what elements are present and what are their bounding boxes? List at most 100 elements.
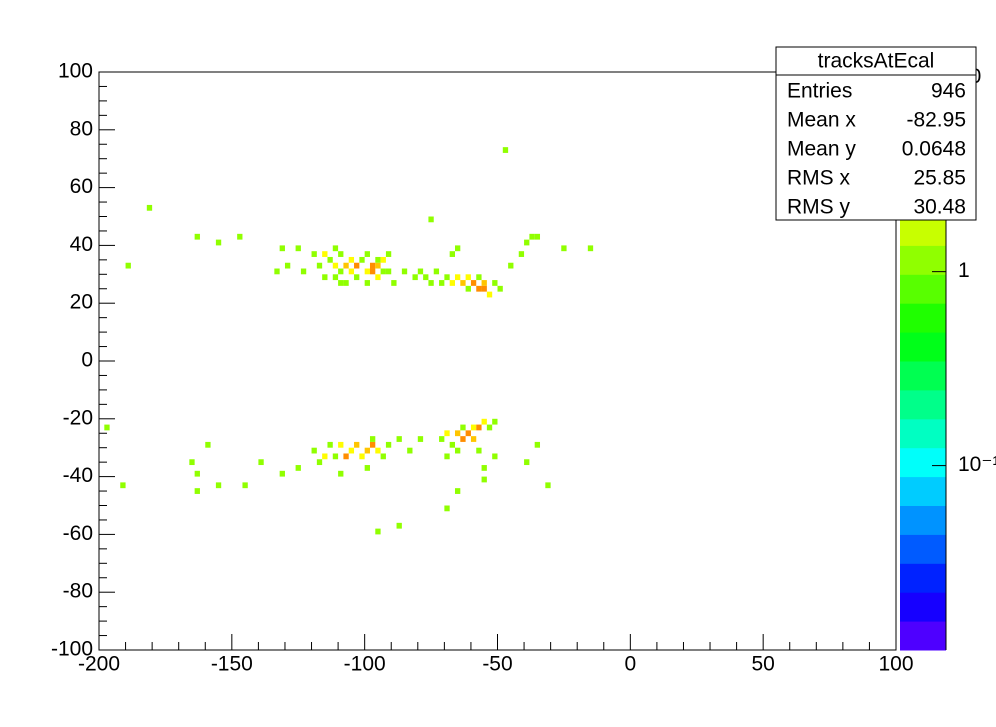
cell	[332, 453, 339, 460]
cell	[449, 251, 455, 257]
cell	[417, 268, 424, 275]
cell	[369, 262, 376, 269]
cell	[444, 453, 450, 460]
cell	[385, 441, 392, 448]
cell	[454, 245, 461, 252]
cell	[364, 280, 370, 286]
y-tick-label: 80	[70, 117, 93, 140]
cell	[300, 268, 307, 275]
cell	[338, 251, 344, 257]
cell	[524, 459, 530, 466]
cell	[327, 441, 333, 448]
cell	[412, 274, 418, 281]
cell	[470, 436, 477, 442]
palette-band	[900, 621, 946, 651]
cell	[423, 274, 429, 281]
palette-band	[900, 534, 946, 564]
cell	[258, 459, 264, 466]
x-tick-label: 50	[751, 653, 774, 676]
cell	[125, 262, 131, 269]
cell	[343, 280, 349, 286]
cell	[385, 268, 392, 275]
cell	[279, 470, 285, 477]
cell	[380, 256, 386, 263]
x-tick-label: -200	[78, 653, 120, 676]
cell	[364, 268, 370, 275]
cell	[311, 447, 317, 454]
z-tick-label: 10⁻¹	[958, 453, 996, 476]
cell	[486, 424, 493, 431]
cell	[391, 280, 397, 286]
cell	[481, 285, 487, 292]
cell	[545, 482, 551, 489]
palette-band	[900, 303, 946, 333]
stats-label: RMS y	[787, 196, 851, 219]
cell	[497, 285, 503, 292]
cell	[444, 430, 450, 437]
cell	[364, 465, 370, 471]
y-tick-label: 100	[58, 60, 93, 83]
cell	[492, 453, 498, 460]
y-tick-label: 0	[81, 349, 93, 372]
palette-band	[900, 361, 946, 391]
stats-value: 0.0648	[902, 138, 966, 161]
cell	[375, 528, 381, 535]
cell	[444, 274, 450, 281]
palette-band	[900, 505, 946, 535]
y-tick-label: -100	[51, 638, 93, 661]
cell	[189, 459, 195, 466]
stats-value: -82.95	[906, 109, 966, 132]
cell	[481, 476, 487, 483]
palette-band	[900, 592, 946, 622]
stats-value: 30.48	[913, 196, 966, 219]
cell	[481, 465, 487, 471]
cell	[279, 245, 285, 252]
cell	[470, 280, 477, 286]
cell	[375, 447, 381, 454]
cell	[454, 274, 461, 281]
cell	[369, 436, 376, 442]
cell	[465, 274, 471, 281]
cell	[332, 262, 339, 269]
cell	[428, 280, 434, 286]
palette-band	[900, 332, 946, 362]
cell	[205, 441, 211, 448]
cell	[587, 245, 594, 252]
cell	[327, 256, 333, 263]
cell	[401, 268, 408, 275]
cell	[338, 470, 344, 477]
cell	[476, 274, 482, 281]
cell	[385, 251, 392, 257]
cell	[338, 280, 344, 286]
cell	[375, 256, 381, 263]
cell	[476, 285, 482, 292]
cell	[417, 436, 424, 442]
palette-band	[900, 216, 946, 246]
cell	[348, 268, 355, 275]
cell	[465, 430, 471, 437]
cell	[359, 256, 365, 263]
cell	[380, 268, 386, 275]
cell	[194, 470, 200, 477]
palette-band	[900, 563, 946, 593]
palette-band	[900, 245, 946, 275]
cell	[470, 424, 477, 431]
cell	[518, 251, 525, 257]
cell	[348, 447, 355, 454]
cell	[460, 436, 466, 442]
cell	[460, 424, 466, 431]
cell	[486, 291, 493, 298]
cell	[332, 245, 339, 252]
x-tick-label: 100	[878, 653, 913, 676]
cell	[332, 274, 339, 281]
cell	[380, 453, 386, 460]
cell	[454, 447, 461, 454]
cell	[338, 268, 344, 275]
x-tick-label: -150	[211, 653, 253, 676]
palette-band	[900, 476, 946, 506]
cell	[492, 280, 498, 286]
y-tick-label: 40	[70, 233, 93, 256]
cell	[322, 453, 328, 460]
cell	[343, 453, 349, 460]
